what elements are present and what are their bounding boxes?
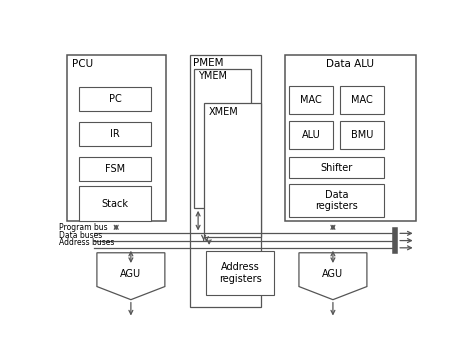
Text: Address buses: Address buses [59, 238, 115, 247]
Bar [80, 87, 151, 111]
Bar [340, 86, 384, 114]
Text: ALU: ALU [301, 130, 320, 140]
Bar [289, 121, 333, 149]
Text: Program bus: Program bus [59, 223, 108, 232]
Text: MAC: MAC [300, 95, 322, 105]
Text: PMEM: PMEM [193, 58, 224, 68]
Text: BMU: BMU [351, 130, 374, 140]
Bar [289, 157, 384, 179]
Bar [289, 86, 333, 114]
Bar [285, 55, 416, 221]
Bar [289, 184, 384, 217]
Bar [80, 187, 151, 221]
Text: XMEM: XMEM [209, 108, 239, 117]
Text: YMEM: YMEM [198, 71, 227, 81]
Bar [340, 121, 384, 149]
Bar [190, 55, 261, 307]
Text: Data ALU: Data ALU [327, 59, 374, 69]
Bar [80, 122, 151, 146]
Text: PC: PC [109, 94, 122, 104]
Bar [80, 157, 151, 181]
Text: FSM: FSM [105, 164, 125, 174]
Bar [204, 103, 261, 237]
Text: Stack: Stack [102, 199, 129, 209]
Text: MAC: MAC [351, 95, 373, 105]
Bar [194, 69, 251, 208]
Text: Address
registers: Address registers [219, 262, 262, 284]
Text: IR: IR [110, 129, 120, 139]
Text: AGU: AGU [322, 269, 344, 278]
Text: Shifter: Shifter [320, 163, 353, 173]
Polygon shape [97, 253, 165, 300]
Text: Data
registers: Data registers [315, 190, 358, 211]
Text: AGU: AGU [120, 269, 141, 278]
Text: PCU: PCU [72, 59, 93, 69]
Polygon shape [299, 253, 367, 300]
Text: Data buses: Data buses [59, 230, 102, 239]
Bar [206, 251, 274, 295]
Bar [66, 55, 166, 221]
